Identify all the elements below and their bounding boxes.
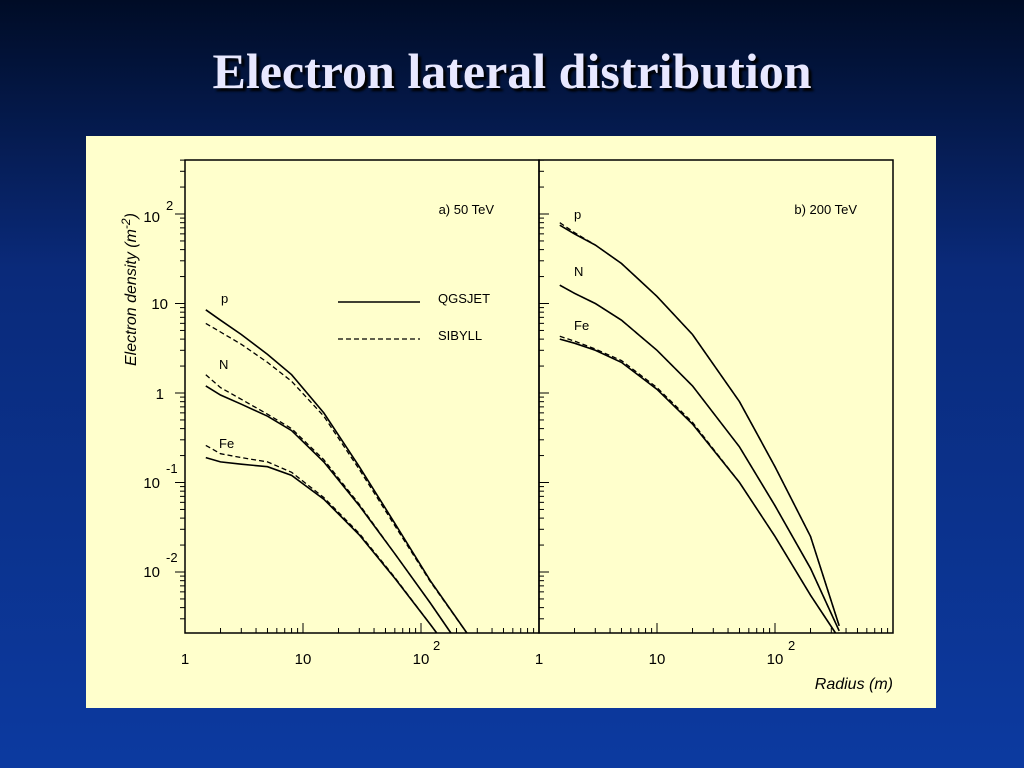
x-tick-label-a-10: 10 [295,651,312,668]
tick-marks [175,159,889,633]
x-tick-label-b-1: 1 [535,651,543,668]
panel-a-title: a) 50 TeV [439,202,495,217]
panel-b-title: b) 200 TeV [794,202,857,217]
plot-a-frame [184,159,540,634]
y-tick-exp-0.1: -1 [166,461,178,476]
series-line-b-n-sibyll [559,284,840,632]
x-tick-label-a-100: 10 [413,651,430,668]
x-tick-label-b-100: 10 [767,651,784,668]
y-tick-exp-100: 2 [166,198,173,213]
curve-label-a-fe: Fe [219,436,234,451]
y-tick-label-0.01: 10 [143,564,160,581]
series-line-b-p-sibyll [559,222,840,627]
x-tick-label-b-10: 10 [649,651,666,668]
y-tick-label-100: 10 [143,209,160,226]
curve-label-b-fe: Fe [574,318,589,333]
x-tick-label-a-1: 1 [181,651,189,668]
curves [205,222,840,634]
legend-label-qgsjet: QGSJET [438,291,490,306]
curve-label-b-p: p [574,207,581,222]
series-line-b-fe-qgsjet [559,338,837,634]
legend-label-sibyll: SIBYLL [438,328,482,343]
curve-label-a-p: p [221,291,228,306]
series-line-a-fe-qgsjet [205,456,438,634]
y-axis-label: Electron density (m-2) [119,213,140,366]
plot-b-frame [538,159,894,634]
x-tick-exp-b-100: 2 [788,638,795,653]
x-tick-exp-a-100: 2 [433,638,440,653]
y-tick-label-1: 1 [156,386,164,403]
series-line-a-n-sibyll [205,374,452,634]
series-line-b-n-qgsjet [559,284,840,632]
series-line-b-p-qgsjet [559,224,840,627]
series-line-b-fe-sibyll [559,335,837,634]
x-axis-label: Radius (m) [815,676,893,693]
y-tick-label-10: 10 [151,296,168,313]
curve-label-b-n: N [574,264,583,279]
figure-svg: 10 2 10 1 10 -1 10 -2 Electron density (… [119,159,894,693]
series-line-a-p-sibyll [205,322,468,634]
y-tick-label-0.1: 10 [143,475,160,492]
slide-title: Electron lateral distribution [212,43,812,99]
series-line-a-p-qgsjet [205,309,468,634]
series-line-a-n-qgsjet [205,385,452,634]
series-line-a-fe-sibyll [205,444,438,634]
figure-panel: 10 2 10 1 10 -1 10 -2 Electron density (… [86,136,936,708]
curve-label-a-n: N [219,357,228,372]
y-tick-exp-0.01: -2 [166,550,178,565]
